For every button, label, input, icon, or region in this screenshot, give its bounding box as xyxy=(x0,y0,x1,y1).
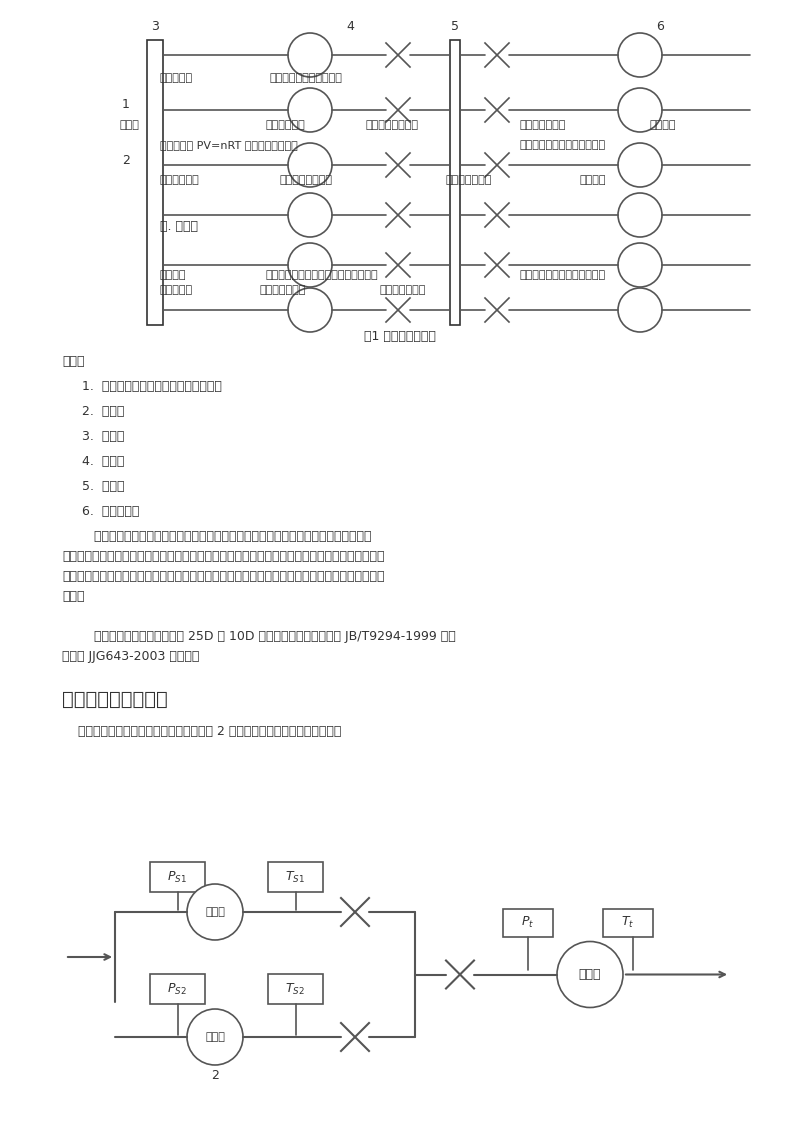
Circle shape xyxy=(618,143,662,187)
Text: 体质量方程 PV=nRT 可知，只要测得气: 体质量方程 PV=nRT 可知，只要测得气 xyxy=(160,140,298,151)
Text: 况流量及该时间的温度及压力: 况流量及该时间的温度及压力 xyxy=(520,140,606,151)
Text: 接口，以方便用高精度的气体流量计来随时核查标准传感器的准确度以及校验小口径涡街传感器使: 接口，以方便用高精度的气体流量计来随时核查标准传感器的准确度以及校验小口径涡街传… xyxy=(62,550,385,563)
Circle shape xyxy=(187,1009,243,1065)
Bar xyxy=(150,974,205,1004)
Text: 二. 系统构: 二. 系统构 xyxy=(160,220,198,233)
Text: $T_{S1}$: $T_{S1}$ xyxy=(285,869,305,884)
Circle shape xyxy=(557,942,623,1007)
Text: 标准表: 标准表 xyxy=(205,1032,225,1041)
Text: 时器，数据: 时器，数据 xyxy=(160,285,193,295)
Bar xyxy=(450,40,460,325)
Circle shape xyxy=(288,243,332,288)
Circle shape xyxy=(618,288,662,332)
Bar xyxy=(147,40,163,325)
Text: 2: 2 xyxy=(211,1069,219,1082)
Text: 5: 5 xyxy=(451,20,459,33)
Text: 转速。: 转速。 xyxy=(62,590,85,603)
Text: 说明：: 说明： xyxy=(62,355,85,368)
Text: 6.  被检流量计: 6. 被检流量计 xyxy=(82,505,139,518)
Bar xyxy=(268,974,323,1004)
Text: （统）等几部分: （统）等几部分 xyxy=(260,285,306,295)
Text: 因检测介质是空气，可视为理想气体，图 2 是三台并联流量传感器的示意图：: 因检测介质是空气，可视为理想气体，图 2 是三台并联流量传感器的示意图： xyxy=(62,724,342,738)
Bar xyxy=(150,861,205,892)
Circle shape xyxy=(618,192,662,237)
Bar xyxy=(603,909,653,936)
Circle shape xyxy=(288,88,332,132)
Text: 量装置由变频风机（气源）缓冲罐及管: 量装置由变频风机（气源）缓冲罐及管 xyxy=(265,271,378,280)
Text: 标准表前后直管端均采用前 25D 后 10D 的设计，满足了国家标准 JB/T9294-1999 及检: 标准表前后直管端均采用前 25D 后 10D 的设计，满足了国家标准 JB/T9… xyxy=(62,631,456,643)
Text: $P_t$: $P_t$ xyxy=(522,915,534,931)
Circle shape xyxy=(618,88,662,132)
Text: 并联式气: 并联式气 xyxy=(160,271,186,280)
Text: $P_{S2}$: $P_{S2}$ xyxy=(167,981,187,996)
Text: 该装置由数台标准传感器并联组成；为方便核查标准表的准确性，标准表处留有备用: 该装置由数台标准传感器并联组成；为方便核查标准表的准确性，标准表处留有备用 xyxy=(62,530,371,543)
Text: 用。该装置采用的是高压离心风机，为了稳定气源的流量和压力，该风机由一台变频器控制风机的: 用。该装置采用的是高压离心风机，为了稳定气源的流量和压力，该风机由一台变频器控制… xyxy=(62,571,385,583)
Text: 定规程 JJG643-2003 的要求。: 定规程 JJG643-2003 的要求。 xyxy=(62,650,199,663)
Text: 3.  缓冲罐: 3. 缓冲罐 xyxy=(82,430,124,443)
Text: 3: 3 xyxy=(151,20,159,33)
Text: 1.  风源包含高压风机、空气机、变频器: 1. 风源包含高压风机、空气机、变频器 xyxy=(82,380,222,393)
Circle shape xyxy=(288,143,332,187)
Text: 间间隔内，流: 间间隔内，流 xyxy=(265,120,305,130)
Text: 标准流量传感器，工控机（计: 标准流量传感器，工控机（计 xyxy=(520,271,606,280)
Text: 5.  分流罐: 5. 分流罐 xyxy=(82,480,125,494)
Text: $P_{S1}$: $P_{S1}$ xyxy=(167,869,187,884)
Text: 计算出被: 计算出被 xyxy=(580,175,606,185)
Text: 图1 装置结构示意图: 图1 装置结构示意图 xyxy=(364,331,436,343)
Text: $T_{S2}$: $T_{S2}$ xyxy=(285,981,305,996)
Text: $T_t$: $T_t$ xyxy=(622,915,634,931)
Text: 1: 1 xyxy=(122,98,130,111)
Text: 表的质量流量: 表的质量流量 xyxy=(160,175,200,185)
Circle shape xyxy=(618,33,662,77)
Circle shape xyxy=(187,884,243,940)
Text: 和温度及脉冲数: 和温度及脉冲数 xyxy=(445,175,491,185)
Text: 质量应等于流经: 质量应等于流经 xyxy=(520,120,566,130)
Text: 据检测到的被检表: 据检测到的被检表 xyxy=(280,175,333,185)
Text: 6: 6 xyxy=(656,20,664,33)
Text: 表的气体: 表的气体 xyxy=(650,120,677,130)
Text: 装置结构示意图: 装置结构示意图 xyxy=(380,285,426,295)
Text: 在同一: 在同一 xyxy=(120,120,140,130)
Bar xyxy=(503,909,553,936)
Circle shape xyxy=(288,33,332,77)
Text: 2.  进气管: 2. 进气管 xyxy=(82,405,124,418)
Text: 被检流量计的计量性能。: 被检流量计的计量性能。 xyxy=(270,72,343,83)
Text: 自标准流量传感器: 自标准流量传感器 xyxy=(365,120,418,130)
Text: 流量值，从: 流量值，从 xyxy=(160,72,193,83)
Bar xyxy=(268,861,323,892)
Text: 被检表: 被检表 xyxy=(578,968,602,981)
Text: 4.  标准表: 4. 标准表 xyxy=(82,455,124,468)
Text: 四．数学模型的建立: 四．数学模型的建立 xyxy=(62,691,168,709)
Text: 标准表: 标准表 xyxy=(205,907,225,917)
Circle shape xyxy=(288,288,332,332)
Circle shape xyxy=(288,192,332,237)
Text: 2: 2 xyxy=(122,154,130,166)
Text: 4: 4 xyxy=(346,20,354,33)
Circle shape xyxy=(618,243,662,288)
